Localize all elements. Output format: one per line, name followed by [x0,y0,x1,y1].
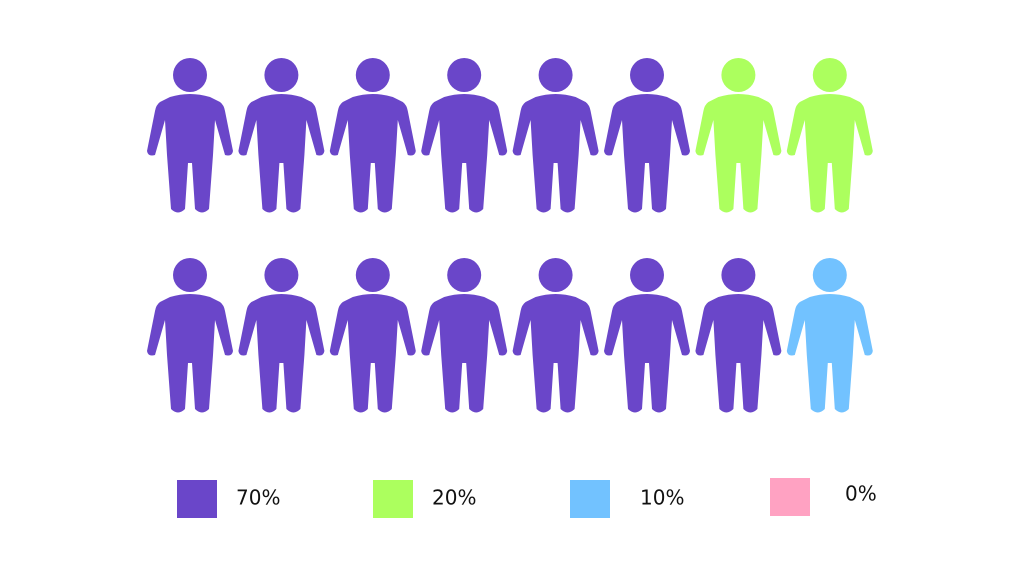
legend-label: 0% [845,482,877,506]
person-icon [147,258,233,413]
icon-body [604,294,690,413]
icon-body [238,94,325,213]
legend-swatch [373,480,413,518]
icon-body [695,94,782,213]
person-icon [421,58,508,213]
icon-body [329,294,416,413]
icon-head [447,258,482,292]
person-icon [786,258,873,413]
icon-head [447,58,482,92]
icon-body [147,94,233,213]
person-icon [421,258,508,413]
icon-body [421,94,508,213]
icon-head [355,58,390,92]
icon-body [147,294,233,413]
person-icon [695,258,782,413]
person-icon [604,258,690,413]
icon-head [538,258,573,292]
icon-head [173,58,207,92]
legend-swatch [177,480,217,518]
icon-head [264,58,299,92]
icon-body [512,294,599,413]
legend-label: 70% [236,486,280,510]
icon-head [173,258,207,292]
person-icon [604,58,690,213]
icon-head [812,58,847,92]
person-icon [786,58,873,213]
person-icon [147,58,233,213]
icon-body [421,294,508,413]
icon-body [786,294,873,413]
icon-head [721,58,756,92]
icon-body [786,94,873,213]
icon-head [721,258,756,292]
person-icon [329,58,416,213]
legend-swatch [770,478,810,516]
legend-label: 20% [432,486,476,510]
person-icon [512,258,599,413]
icon-body [695,294,782,413]
icon-body [329,94,416,213]
person-icon [695,58,782,213]
icon-body [604,94,690,213]
legend-label: 10% [640,486,684,510]
person-icon [329,258,416,413]
icon-head [355,258,390,292]
icon-head [538,58,573,92]
icon-body [238,294,325,413]
person-icon [238,58,325,213]
icon-head [630,58,664,92]
icon-head [264,258,299,292]
icon-head [812,258,847,292]
legend-swatch [570,480,610,518]
icon-head [630,258,664,292]
person-icon [238,258,325,413]
person-icon [512,58,599,213]
icon-body [512,94,599,213]
